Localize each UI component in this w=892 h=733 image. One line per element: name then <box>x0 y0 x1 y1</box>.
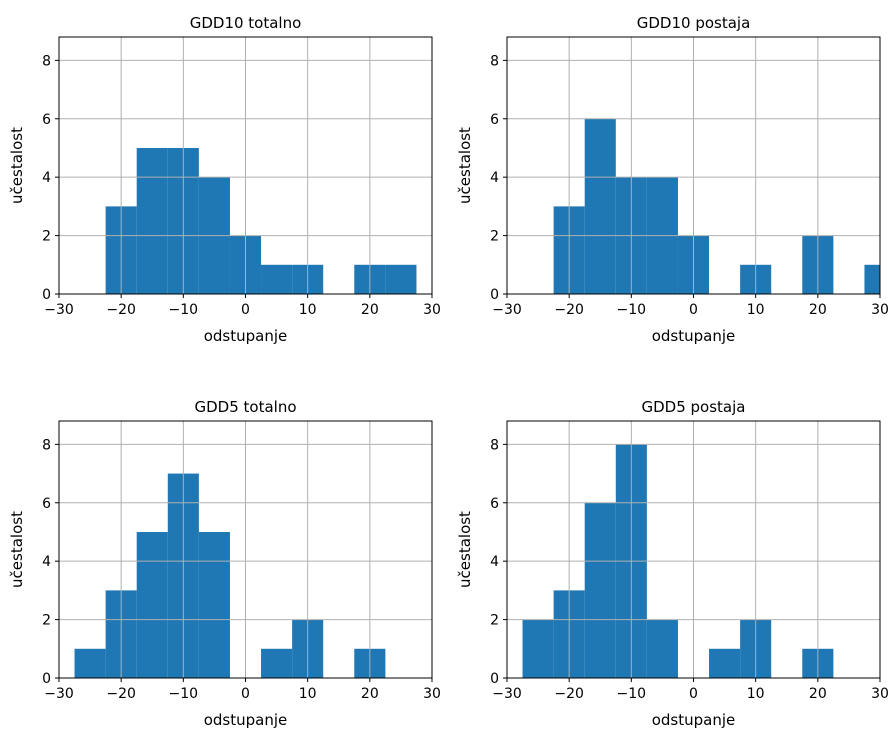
y-axis-label: učestalost <box>456 511 474 588</box>
x-tick-label: −20 <box>554 686 584 702</box>
subplot-2: −30 −20 −10 0 10 20 30 0 2 4 6 8 GDD10 postaja odstup… <box>456 14 889 345</box>
x-tick-label: 20 <box>361 302 379 318</box>
x-tick-label: −10 <box>169 686 199 702</box>
y-tick-label: 8 <box>490 53 499 69</box>
x-tick-label: −30 <box>44 686 74 702</box>
histogram-bar <box>522 619 554 678</box>
y-tick-label: 4 <box>490 170 499 186</box>
subplot-4: −30 −20 −10 0 10 20 30 0 2 4 6 8 GDD5 postaja odstupa… <box>456 398 889 729</box>
x-tick-label: −30 <box>492 686 522 702</box>
y-tick-label: 6 <box>42 496 51 512</box>
histogram-bar <box>584 118 616 294</box>
y-tick-label: 2 <box>42 229 51 245</box>
y-axis-label: učestalost <box>8 511 26 588</box>
x-tick-label: −20 <box>106 686 136 702</box>
y-tick-label: 8 <box>42 53 51 69</box>
x-tick-label: −10 <box>617 302 647 318</box>
y-tick-label: 8 <box>42 437 51 453</box>
y-tick-label: 0 <box>42 671 51 687</box>
histogram-bar <box>198 531 230 678</box>
x-tick-label: 10 <box>747 302 765 318</box>
subplot-3: −30 −20 −10 0 10 20 30 0 2 4 6 8 GDD5 totalno odstupa… <box>8 398 441 729</box>
y-tick-label: 0 <box>42 287 51 303</box>
histogram-bar <box>864 264 880 294</box>
x-tick-label: 10 <box>299 302 317 318</box>
y-tick-label: 6 <box>490 496 499 512</box>
x-tick-label: 30 <box>423 686 441 702</box>
chart-title: GDD5 totalno <box>194 398 296 416</box>
chart-title: GDD5 postaja <box>642 398 746 416</box>
histogram-bar <box>385 264 417 294</box>
y-tick-label: 4 <box>490 554 499 570</box>
x-axis-label: odstupanje <box>652 327 736 345</box>
histogram-bar <box>136 147 168 294</box>
x-tick-label: 0 <box>689 686 698 702</box>
x-tick-label: −30 <box>492 302 522 318</box>
histogram-bar <box>646 619 678 678</box>
y-axis-label: učestalost <box>8 127 26 204</box>
x-tick-label: 20 <box>361 686 379 702</box>
chart-title: GDD10 totalno <box>190 14 302 32</box>
x-tick-label: 0 <box>241 302 250 318</box>
x-tick-label: −30 <box>44 302 74 318</box>
histogram-bar <box>584 502 616 678</box>
y-tick-label: 0 <box>490 671 499 687</box>
x-tick-label: −10 <box>169 302 199 318</box>
x-axis-label: odstupanje <box>204 711 288 729</box>
y-tick-label: 2 <box>490 613 499 629</box>
chart-title: GDD10 postaja <box>637 14 751 32</box>
x-axis-label: odstupanje <box>652 711 736 729</box>
y-tick-label: 4 <box>42 554 51 570</box>
x-tick-label: −10 <box>617 686 647 702</box>
x-tick-label: 10 <box>299 686 317 702</box>
y-tick-label: 2 <box>42 613 51 629</box>
histogram-bar <box>261 648 293 678</box>
y-tick-label: 2 <box>490 229 499 245</box>
y-tick-label: 6 <box>42 112 51 128</box>
y-tick-label: 6 <box>490 112 499 128</box>
x-tick-label: −20 <box>106 302 136 318</box>
x-tick-label: 0 <box>241 686 250 702</box>
histogram-bar <box>136 531 168 678</box>
y-tick-label: 0 <box>490 287 499 303</box>
x-tick-label: 0 <box>689 302 698 318</box>
histogram-bar <box>261 264 293 294</box>
y-tick-label: 4 <box>42 170 51 186</box>
x-tick-label: 30 <box>423 302 441 318</box>
x-axis-label: odstupanje <box>204 327 288 345</box>
x-tick-label: 30 <box>871 686 889 702</box>
subplot-1: −30 −20 −10 0 10 20 30 0 2 4 6 8 GDD10 totalno odstup… <box>8 14 441 345</box>
x-tick-label: 20 <box>809 686 827 702</box>
x-tick-label: 30 <box>871 302 889 318</box>
x-tick-label: −20 <box>554 302 584 318</box>
histogram-bar <box>74 648 106 678</box>
y-axis-label: učestalost <box>456 127 474 204</box>
x-tick-label: 20 <box>809 302 827 318</box>
y-tick-label: 8 <box>490 437 499 453</box>
x-tick-label: 10 <box>747 686 765 702</box>
histogram-bar <box>709 648 741 678</box>
